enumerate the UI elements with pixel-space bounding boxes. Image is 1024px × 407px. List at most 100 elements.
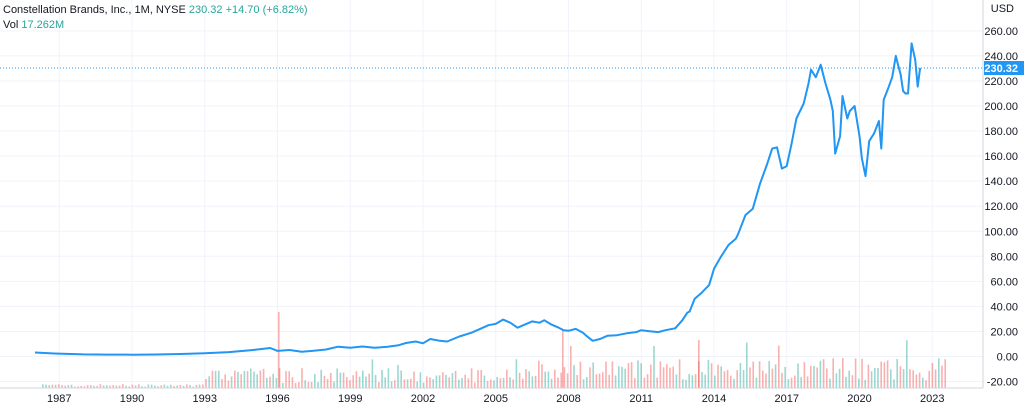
volume-bar	[925, 380, 927, 388]
volume-bar	[854, 358, 857, 388]
volume-bar	[141, 386, 143, 388]
volume-bar	[902, 369, 905, 388]
volume-bar	[643, 377, 646, 388]
volume-bar	[365, 376, 367, 388]
volume-bar	[534, 375, 537, 388]
volume-bar	[486, 380, 489, 388]
volume-bar	[810, 365, 812, 388]
volume-bar	[176, 385, 178, 388]
volume-bar	[842, 358, 844, 388]
y-tick-label: 140.00	[984, 176, 1018, 188]
volume-bar	[598, 373, 601, 388]
y-tick-label: 0.00	[997, 352, 1018, 364]
volume-bar	[762, 370, 764, 388]
y-tick-label: 200.00	[984, 101, 1018, 113]
volume-bar	[765, 373, 767, 388]
volume-bar	[202, 384, 204, 388]
time-axis[interactable]: 1987 1990 1993 1996 1999 2002 2005 2008 2011 2014…	[0, 387, 983, 405]
volume-bar	[90, 385, 92, 388]
volume-bar	[630, 362, 633, 388]
volume-bar	[198, 384, 201, 388]
last-price-badge-label: 230.32	[984, 63, 1018, 75]
volume-bar	[451, 373, 454, 388]
price-line	[34, 42, 922, 356]
volume-bar	[826, 368, 828, 388]
volume-bar	[323, 375, 326, 388]
volume-bar	[221, 378, 223, 388]
volume-bar	[899, 366, 902, 388]
volume-bar	[678, 359, 681, 388]
y-tick-label: 20.00	[990, 326, 1018, 338]
volume-bar	[131, 384, 134, 388]
volume-bar	[157, 386, 159, 388]
volume-bar	[122, 384, 124, 388]
volume-bar	[909, 369, 911, 388]
volume-bar	[352, 375, 354, 388]
volume-bar	[218, 370, 220, 388]
volume-bar	[250, 368, 252, 388]
volume-bar	[266, 377, 268, 388]
volume-bar	[154, 385, 156, 388]
volume-bar	[368, 373, 370, 388]
volume-bar	[246, 371, 249, 388]
volume-bar	[406, 379, 409, 388]
volume-bar	[698, 340, 700, 388]
volume-bar	[288, 371, 290, 388]
x-tick-label: 1996	[265, 393, 289, 405]
volume-bar	[106, 385, 108, 388]
volume-bar	[320, 369, 322, 388]
price-change-value: +14.70 (+6.82%)	[225, 4, 308, 16]
volume-bar	[416, 381, 418, 388]
volume-bar	[227, 380, 230, 388]
y-tick-label: 160.00	[984, 151, 1018, 163]
volume-bar	[134, 385, 137, 388]
volume-bar	[310, 381, 313, 388]
volume-bar	[880, 361, 882, 388]
volume-bar	[195, 384, 198, 388]
volume-bar	[800, 377, 802, 388]
volume-bar	[768, 361, 770, 388]
volume-bar	[688, 374, 690, 388]
price-axis[interactable]: -20.00 0.00 20.00 40.00 60.00 80.00 100.00 120.…	[982, 0, 1024, 389]
volume-bar	[794, 375, 796, 388]
volume-bar	[538, 360, 540, 388]
volume-bar	[51, 384, 54, 388]
volume-bar	[480, 369, 482, 388]
volume-bar	[278, 368, 281, 388]
volume-bar	[797, 363, 799, 388]
volume-bar	[602, 372, 604, 388]
volume-bar	[557, 377, 559, 388]
volume-bar	[115, 385, 118, 388]
volume-bar	[659, 361, 662, 388]
last-price-value: 230.32	[188, 4, 223, 16]
volume-bar	[397, 365, 399, 388]
volume-bar	[262, 368, 265, 388]
volume-bar	[771, 368, 774, 388]
volume-bar	[282, 382, 284, 388]
volume-bar	[291, 377, 294, 388]
y-tick-label: 180.00	[984, 126, 1018, 138]
volume-bar	[541, 364, 543, 388]
volume-bar	[355, 371, 358, 388]
symbol-info[interactable]: Constellation Brands, Inc., 1M, NYSE	[3, 4, 186, 16]
volume-bar	[944, 359, 946, 388]
volume-bar	[618, 366, 620, 388]
volume-bar	[42, 384, 44, 388]
volume-bar	[918, 372, 921, 388]
volume-bar	[563, 367, 566, 388]
volume-bar	[240, 374, 242, 388]
volume-bar	[243, 370, 246, 388]
volume-bar	[858, 378, 860, 388]
volume-bar	[477, 370, 479, 388]
volume-bar	[102, 385, 105, 388]
volume-bar	[874, 368, 876, 388]
volume-bar	[550, 378, 553, 388]
volume-bar	[845, 376, 847, 388]
volume-bar	[342, 372, 345, 388]
volume-bar	[838, 368, 841, 388]
volume-bar	[61, 385, 63, 388]
volume-bar	[851, 375, 854, 388]
volume-bar	[333, 381, 335, 388]
volume-bar	[317, 382, 319, 388]
